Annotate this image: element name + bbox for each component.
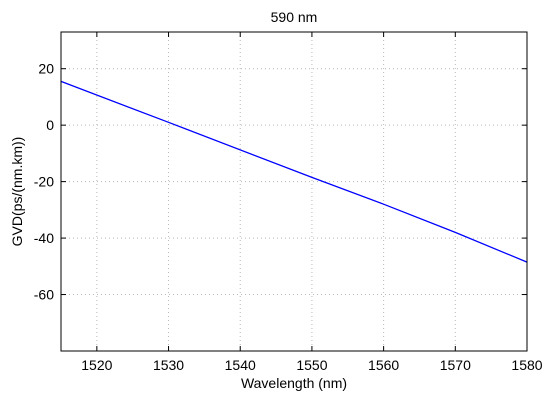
- grid-lines: [61, 32, 527, 351]
- x-tick-label: 1530: [153, 357, 184, 373]
- x-tick-label: 1570: [440, 357, 471, 373]
- y-tick-label: -20: [34, 174, 54, 190]
- x-tick-label: 1520: [81, 357, 112, 373]
- x-axis-title: Wavelength (nm): [241, 375, 347, 391]
- x-tick-label: 1580: [511, 357, 542, 373]
- chart-title: 590 nm: [271, 9, 318, 25]
- plot-area: [60, 31, 528, 352]
- y-tick-label: 20: [38, 61, 54, 77]
- y-tick-label: -60: [34, 287, 54, 303]
- x-tick-label: 1560: [368, 357, 399, 373]
- y-tick-label: -40: [34, 230, 54, 246]
- series-layer: [60, 80, 528, 263]
- axis-ticks: 1520 1530 1540 1550 1560 1570 1580 20 0 -20 -40 -60: [34, 32, 543, 373]
- y-tick-label: 0: [46, 117, 54, 133]
- x-tick-label: 1540: [225, 357, 256, 373]
- y-axis-title: GVD(ps/(nm.km)): [9, 137, 25, 247]
- x-tick-label: 1550: [296, 357, 327, 373]
- series-line-1: [60, 80, 528, 263]
- plot-border: [60, 31, 528, 352]
